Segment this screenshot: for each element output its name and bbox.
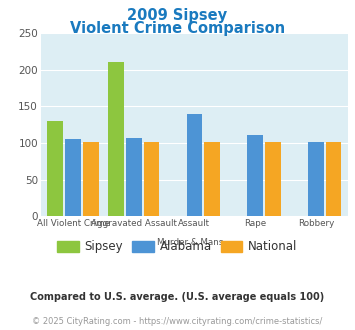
Text: Robbery: Robbery [297, 219, 334, 228]
Legend: Sipsey, Alabama, National: Sipsey, Alabama, National [53, 236, 302, 258]
Text: Assault: Assault [178, 219, 211, 228]
Bar [265, 142, 281, 216]
Text: Murder & Mans...: Murder & Mans... [157, 238, 231, 247]
Bar [204, 142, 220, 216]
Bar [65, 139, 81, 216]
Text: © 2025 CityRating.com - https://www.cityrating.com/crime-statistics/: © 2025 CityRating.com - https://www.city… [32, 317, 323, 326]
Text: Violent Crime Comparison: Violent Crime Comparison [70, 21, 285, 36]
Bar [326, 142, 342, 216]
Bar [47, 121, 63, 216]
Text: Aggravated Assault: Aggravated Assault [91, 219, 176, 228]
Text: Compared to U.S. average. (U.S. average equals 100): Compared to U.S. average. (U.S. average … [31, 292, 324, 302]
Text: Rape: Rape [244, 219, 266, 228]
Bar [308, 142, 324, 216]
Bar [186, 114, 202, 216]
Bar [83, 142, 99, 216]
Bar [247, 135, 263, 216]
Text: 2009 Sipsey: 2009 Sipsey [127, 8, 228, 23]
Bar [144, 142, 159, 216]
Bar [108, 62, 124, 216]
Text: All Violent Crime: All Violent Crime [37, 219, 109, 228]
Bar [126, 139, 142, 216]
